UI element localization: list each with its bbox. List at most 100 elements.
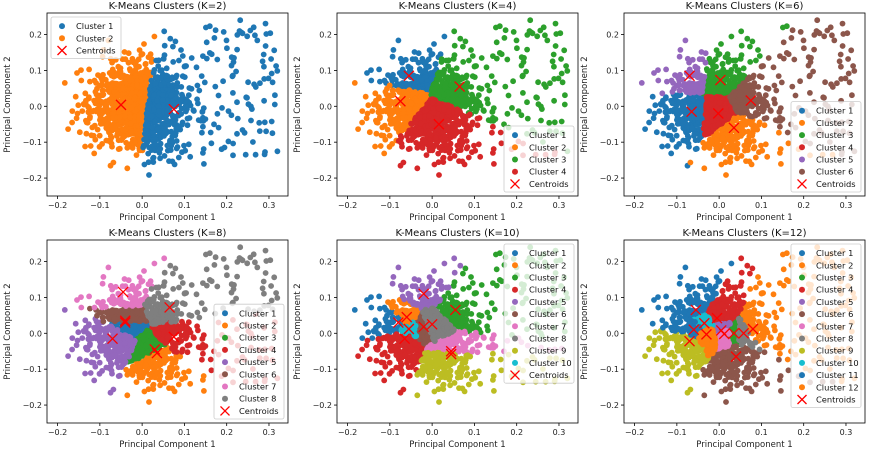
data-point-cluster-3 (780, 24, 786, 31)
data-point-cluster-1 (656, 108, 663, 114)
data-point-cluster-2 (128, 68, 135, 74)
data-point-cluster-2 (89, 124, 96, 131)
data-point-cluster-6 (834, 80, 840, 87)
data-point-cluster-3 (453, 65, 460, 72)
data-point-cluster-1 (230, 90, 236, 96)
x-axis-label: Principal Component 1 (696, 213, 792, 223)
data-point-cluster-3 (442, 80, 449, 87)
data-point-cluster-1 (214, 110, 221, 117)
centroid-stroke (433, 118, 445, 130)
data-point-cluster-3 (526, 28, 533, 34)
data-point-cluster-3 (740, 65, 747, 72)
data-point-cluster-1 (673, 132, 680, 139)
data-point-cluster-2 (88, 132, 95, 139)
panel-3: −0.2 −0.1 0.0 0.1 0.2 0.3−0.2−0.10.00.10.2K-M… (580, 1, 866, 223)
data-point-cluster-3 (551, 76, 558, 82)
data-point-cluster-1 (262, 43, 269, 49)
data-point-cluster-1 (228, 62, 235, 69)
legend-marker-cluster-3 (512, 156, 518, 163)
data-point-cluster-2 (124, 392, 131, 399)
data-point-cluster-4 (457, 147, 464, 154)
data-point-cluster-3 (515, 108, 522, 114)
data-point-cluster-3 (705, 68, 712, 74)
data-point-cluster-2 (727, 154, 734, 161)
centroid-stroke (745, 95, 757, 107)
data-point-cluster-1 (664, 143, 671, 149)
x-tick-label: 0.2 (510, 201, 523, 210)
data-point-cluster-4 (455, 107, 461, 114)
data-point-cluster-1 (149, 113, 155, 120)
data-point-cluster-3 (144, 349, 151, 356)
data-point-cluster-4 (185, 319, 192, 326)
data-point-cluster-1 (168, 128, 175, 135)
data-point-cluster-1 (642, 126, 648, 132)
data-point-cluster-3 (509, 105, 515, 111)
data-point-cluster-3 (541, 81, 547, 88)
data-point-cluster-4 (439, 113, 445, 120)
data-point-cluster-2 (168, 355, 175, 362)
legend-label: Cluster 1 (76, 21, 113, 31)
data-point-cluster-2 (378, 132, 385, 139)
data-point-cluster-3 (518, 54, 525, 61)
legend-label: Cluster 4 (529, 167, 566, 177)
data-point-cluster-1 (242, 151, 249, 158)
data-point-cluster-2 (185, 368, 192, 375)
data-point-cluster-1 (169, 138, 175, 144)
data-point-cluster-2 (759, 147, 766, 154)
data-point-cluster-5 (683, 89, 690, 95)
data-point-cluster-5 (694, 68, 701, 75)
centroid-marker-2 (394, 95, 406, 107)
data-point-cluster-6 (821, 33, 828, 40)
data-point-cluster-1 (251, 81, 257, 88)
data-point-cluster-1 (152, 80, 159, 87)
data-point-cluster-2 (141, 388, 148, 395)
data-point-cluster-2 (136, 113, 143, 119)
data-point-cluster-1 (211, 35, 218, 41)
data-point-cluster-2 (89, 108, 96, 115)
data-point-cluster-3 (562, 92, 568, 99)
data-point-cluster-5 (699, 56, 706, 63)
data-point-cluster-1 (368, 67, 374, 73)
data-point-cluster-6 (839, 20, 846, 27)
data-point-cluster-1 (660, 130, 667, 137)
legend-label: Cluster 2 (76, 33, 113, 43)
data-point-cluster-4 (200, 332, 207, 338)
data-point-cluster-4 (477, 153, 484, 160)
data-point-cluster-2 (86, 66, 92, 73)
data-point-cluster-1 (668, 150, 675, 157)
data-point-cluster-1 (168, 92, 175, 98)
data-point-cluster-2 (751, 125, 758, 132)
data-point-cluster-1 (244, 94, 250, 101)
data-point-cluster-2 (151, 33, 158, 40)
data-point-cluster-3 (430, 86, 437, 92)
data-point-cluster-2 (96, 143, 103, 150)
data-point-cluster-1 (254, 37, 261, 44)
x-tick-label: 0.1 (755, 201, 768, 210)
data-point-cluster-4 (429, 99, 436, 106)
data-point-cluster-1 (155, 103, 162, 110)
data-point-cluster-1 (230, 152, 236, 159)
data-point-cluster-3 (705, 77, 712, 83)
data-point-cluster-2 (173, 365, 180, 371)
data-point-cluster-3 (720, 66, 727, 73)
data-point-cluster-2 (157, 382, 164, 389)
data-point-cluster-2 (141, 41, 147, 47)
data-point-cluster-2 (738, 153, 745, 159)
data-point-cluster-1 (256, 119, 263, 126)
data-point-cluster-2 (749, 132, 756, 139)
y-axis-label: Principal Component 2 (293, 56, 303, 152)
data-point-cluster-1 (165, 107, 171, 114)
data-point-cluster-1 (140, 142, 147, 149)
data-point-cluster-3 (715, 51, 722, 58)
data-point-cluster-3 (488, 73, 495, 79)
data-point-cluster-2 (359, 119, 365, 126)
data-point-cluster-6 (792, 92, 799, 99)
chart-title: K-Means Clusters (K=2) (109, 1, 227, 12)
data-point-cluster-1 (692, 106, 699, 113)
data-point-cluster-1 (652, 102, 659, 109)
data-point-cluster-1 (245, 79, 252, 86)
centroid-stroke (714, 74, 726, 86)
data-point-cluster-1 (389, 53, 396, 60)
data-point-cluster-6 (791, 56, 798, 63)
data-point-cluster-1 (678, 116, 685, 123)
